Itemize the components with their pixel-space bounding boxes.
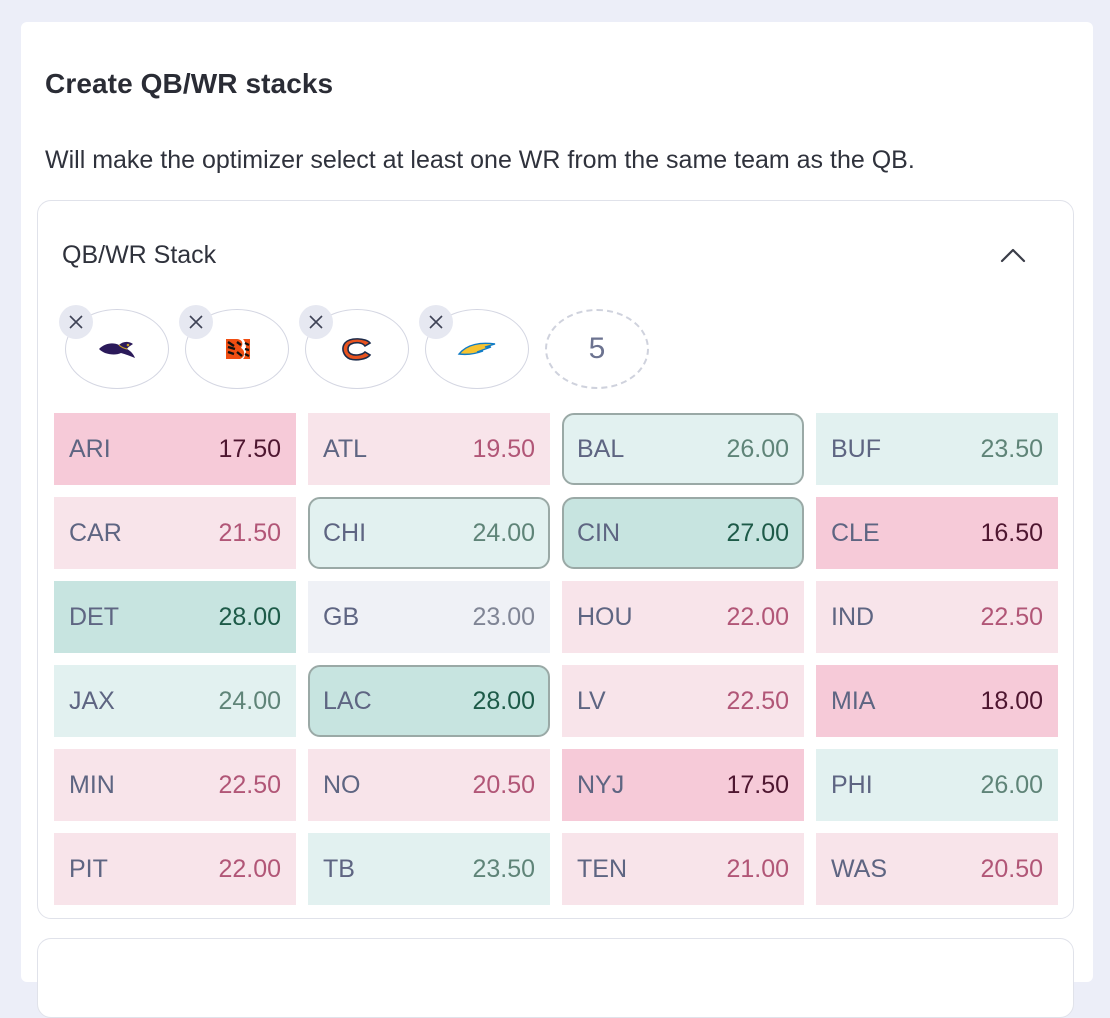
team-abbr: TEN [577,854,627,883]
team-abbr: NYJ [577,770,625,799]
team-abbr: TB [323,854,355,883]
team-cell-hou[interactable]: HOU 22.00 [562,581,804,653]
team-cell-ten[interactable]: TEN 21.00 [562,833,804,905]
section-title: Create QB/WR stacks [45,68,334,99]
team-cell-tb[interactable]: TB 23.50 [308,833,550,905]
empty-stack-slot[interactable]: 5 [545,309,649,389]
team-cell-car[interactable]: CAR 21.50 [54,497,296,569]
team-cell-jax[interactable]: JAX 24.00 [54,665,296,737]
team-implied-total: 22.50 [218,770,281,799]
team-abbr: LAC [323,686,372,715]
chevron-up-icon [1000,248,1026,263]
team-implied-total: 21.50 [218,518,281,547]
team-cell-gb[interactable]: GB 23.00 [308,581,550,653]
team-abbr: DET [69,602,119,631]
remove-slot-lac-button[interactable] [419,305,453,339]
panel-title: QB/WR Stack [62,241,217,269]
team-grid: ARI 17.50 ATL 19.50 BAL 26.00 BUF 23.50 CAR 21.50… [54,413,1058,905]
bengals-logo-icon [226,339,250,359]
collapse-button[interactable] [995,237,1031,273]
team-abbr: ARI [69,434,111,463]
team-cell-mia[interactable]: MIA 18.00 [816,665,1058,737]
close-icon [429,315,443,329]
team-implied-total: 24.00 [472,518,535,547]
team-implied-total: 24.00 [218,686,281,715]
team-cell-pit[interactable]: PIT 22.00 [54,833,296,905]
team-implied-total: 28.00 [472,686,535,715]
team-implied-total: 20.50 [980,854,1043,883]
qb-wr-stack-panel: QB/WR Stack [37,200,1074,919]
team-cell-phi[interactable]: PHI 26.00 [816,749,1058,821]
team-abbr: PHI [831,770,873,799]
team-abbr: MIA [831,686,876,715]
bears-logo-icon [342,338,372,361]
team-cell-nyj[interactable]: NYJ 17.50 [562,749,804,821]
team-abbr: JAX [69,686,115,715]
team-abbr: WAS [831,854,888,883]
team-cell-buf[interactable]: BUF 23.50 [816,413,1058,485]
team-implied-total: 19.50 [472,434,535,463]
team-implied-total: 17.50 [726,770,789,799]
remove-slot-cin-button[interactable] [179,305,213,339]
team-implied-total: 18.00 [980,686,1043,715]
team-cell-chi[interactable]: CHI 24.00 [308,497,550,569]
team-cell-lv[interactable]: LV 22.50 [562,665,804,737]
team-implied-total: 22.00 [218,854,281,883]
team-implied-total: 22.50 [980,602,1043,631]
team-abbr: CAR [69,518,122,547]
team-abbr: CIN [577,518,621,547]
team-abbr: MIN [69,770,115,799]
team-abbr: BUF [831,434,881,463]
team-implied-total: 22.50 [726,686,789,715]
remove-slot-chi-button[interactable] [299,305,333,339]
team-implied-total: 26.00 [726,434,789,463]
close-icon [69,315,83,329]
team-implied-total: 22.00 [726,602,789,631]
team-cell-ind[interactable]: IND 22.50 [816,581,1058,653]
team-cell-cin[interactable]: CIN 27.00 [562,497,804,569]
team-abbr: GB [323,602,360,631]
team-cell-ari[interactable]: ARI 17.50 [54,413,296,485]
team-implied-total: 16.50 [980,518,1043,547]
ravens-logo-icon [99,341,135,358]
remove-slot-bal-button[interactable] [59,305,93,339]
close-icon [189,315,203,329]
team-abbr: NO [323,770,361,799]
team-abbr: ATL [323,434,367,463]
team-abbr: CLE [831,518,880,547]
team-cell-no[interactable]: NO 20.50 [308,749,550,821]
team-implied-total: 23.00 [472,602,535,631]
team-cell-atl[interactable]: ATL 19.50 [308,413,550,485]
team-implied-total: 17.50 [218,434,281,463]
team-abbr: BAL [577,434,625,463]
team-implied-total: 26.00 [980,770,1043,799]
close-icon [309,315,323,329]
team-abbr: LV [577,686,606,715]
team-cell-det[interactable]: DET 28.00 [54,581,296,653]
team-cell-cle[interactable]: CLE 16.50 [816,497,1058,569]
chargers-logo-icon [457,342,496,356]
stack-slot-bal[interactable] [65,309,169,389]
stack-card: Create QB/WR stacks Will make the optimi… [21,22,1093,1018]
section-description: Will make the optimizer select at least … [45,146,915,174]
team-abbr: IND [831,602,875,631]
team-implied-total: 23.50 [980,434,1043,463]
team-implied-total: 20.50 [472,770,535,799]
team-abbr: HOU [577,602,633,631]
team-abbr: PIT [69,854,108,883]
team-cell-bal[interactable]: BAL 26.00 [562,413,804,485]
team-cell-was[interactable]: WAS 20.50 [816,833,1058,905]
team-cell-min[interactable]: MIN 22.50 [54,749,296,821]
team-abbr: CHI [323,518,367,547]
next-stack-panel [37,938,1074,1018]
team-implied-total: 23.50 [472,854,535,883]
team-implied-total: 27.00 [726,518,789,547]
team-cell-lac[interactable]: LAC 28.00 [308,665,550,737]
team-implied-total: 28.00 [218,602,281,631]
team-implied-total: 21.00 [726,854,789,883]
